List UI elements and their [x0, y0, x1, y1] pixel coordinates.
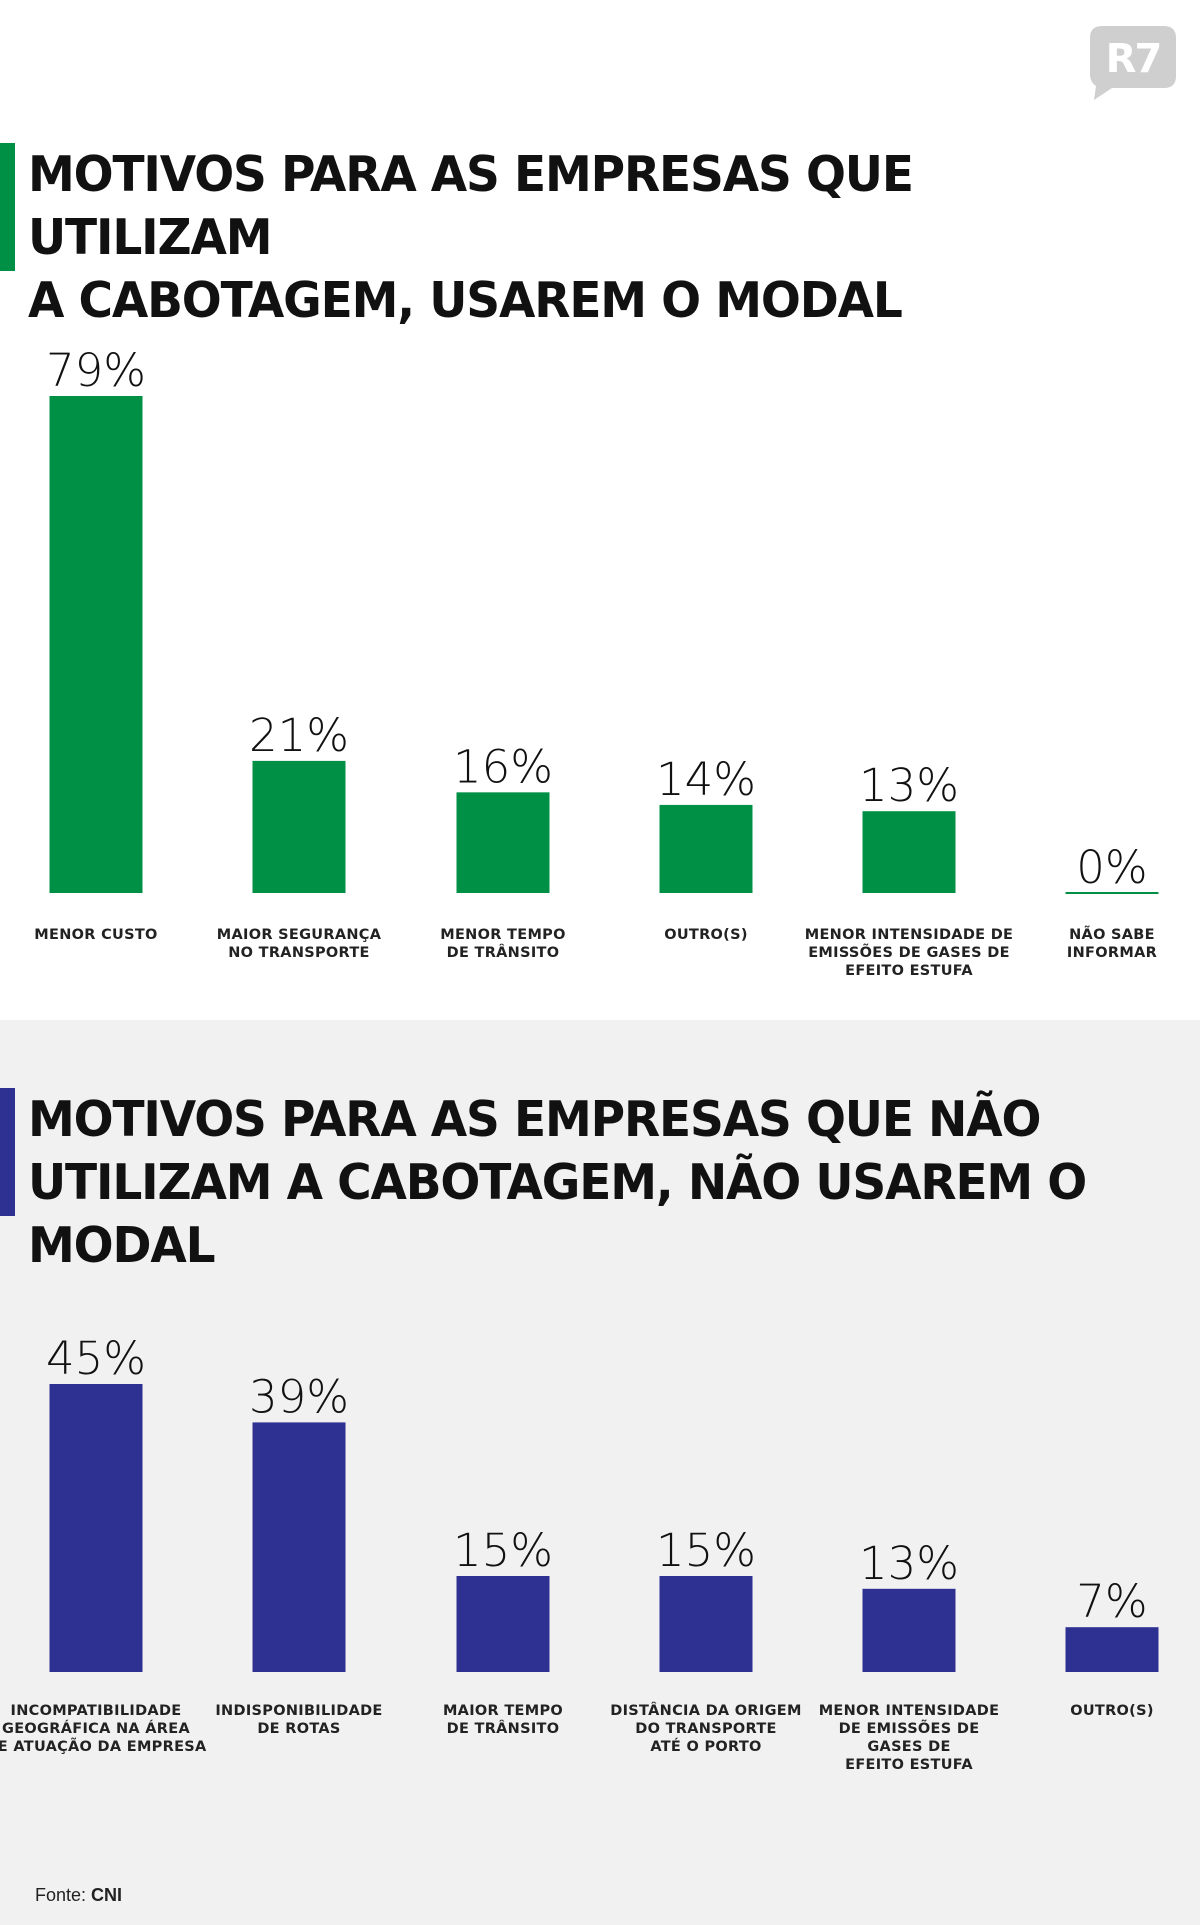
chart1-bar-3 [659, 804, 753, 893]
chart2-value-label-5: 7% [1076, 1575, 1147, 1628]
source-label: Fonte: [35, 1885, 87, 1905]
chart2-category-label-2: MAIOR TEMPO DE TRÂNSITO [443, 1703, 563, 1737]
chart1-bar-0 [49, 396, 143, 893]
chart2-value-label-2: 15% [453, 1524, 553, 1577]
r7-logo-icon: R7 [1090, 26, 1176, 100]
chart2-value-label-0: 45% [46, 1332, 146, 1385]
chart1-value-label-1: 21% [249, 709, 349, 762]
chart2-category-label-4: MENOR INTENSIDADE DE EMISSÕES DE GASES DE E… [819, 1703, 1000, 1773]
chart2-category-label-5: OUTRO(S) [1070, 1703, 1154, 1719]
chart2-category-label-3: DISTÂNCIA DA ORIGEM DO TRANSPORTE ATÉ O PO… [610, 1702, 801, 1755]
chart2-bar-1 [252, 1422, 346, 1672]
chart1-value-label-5: 0% [1076, 841, 1147, 894]
chart1-bar-2 [456, 792, 550, 893]
chart2-value-label-4: 13% [859, 1537, 959, 1590]
chart2-accent-bar [0, 1088, 15, 1216]
chart2-bar-5 [1065, 1627, 1159, 1672]
chart1-value-label-4: 13% [859, 759, 959, 812]
r7-logo: R7 [1090, 26, 1176, 100]
chart1: 79% MENOR CUSTO 21% MAIOR SEGURANÇA NO TRANS… [0, 340, 1200, 1000]
chart1-category-label-5: NÃO SABE INFORMAR [1067, 926, 1157, 961]
chart1-value-label-0: 79% [46, 344, 146, 397]
chart2-bar-0 [49, 1384, 143, 1672]
chart2-value-label-3: 15% [656, 1524, 756, 1577]
chart1-value-label-2: 16% [453, 740, 553, 793]
chart2-svg: 45% INCOMPATIBILIDADE GEOGRÁFICA NA ÁREA DE… [0, 1332, 1159, 1773]
chart1-bar-1 [252, 760, 346, 893]
chart1-category-label-4: MENOR INTENSIDADE DE EMISSÕES DE GASES DE… [805, 927, 1014, 979]
chart2-bar-2 [456, 1576, 550, 1672]
chart2-category-label-1: INDISPONIBILIDADE DE ROTAS [215, 1703, 382, 1737]
chart1-value-label-3: 14% [656, 753, 756, 806]
top-section [0, 0, 1200, 1020]
chart1-category-label-1: MAIOR SEGURANÇA NO TRANSPORTE [217, 927, 382, 961]
chart2-bar-4 [862, 1588, 956, 1672]
chart1-category-label-2: MENOR TEMPO DE TRÂNSITO [440, 927, 566, 961]
chart1-bar-4 [862, 811, 956, 893]
chart2: 45% INCOMPATIBILIDADE GEOGRÁFICA NA ÁREA DE… [0, 1300, 1200, 1780]
chart1-title: MOTIVOS PARA AS EMPRESAS QUE UTILIZAM A … [28, 146, 914, 329]
chart1-category-label-0: MENOR CUSTO [34, 927, 157, 943]
chart2-value-label-1: 39% [249, 1370, 349, 1423]
source-note: Fonte: CNI [35, 1885, 122, 1906]
chart2-bar-3 [659, 1576, 753, 1672]
chart2-category-label-0: INCOMPATIBILIDADE GEOGRÁFICA NA ÁREA DE AT… [0, 1703, 207, 1755]
source-value: CNI [91, 1885, 123, 1905]
chart1-accent-bar [0, 143, 15, 271]
svg-text:R7: R7 [1106, 36, 1161, 82]
chart1-category-label-3: OUTRO(S) [664, 927, 748, 943]
bottom-section [0, 1020, 1200, 1925]
chart1-svg: 79% MENOR CUSTO 21% MAIOR SEGURANÇA NO TRANS… [34, 344, 1159, 979]
chart2-title: MOTIVOS PARA AS EMPRESAS QUE NÃO UTILIZA… [28, 1091, 1087, 1274]
